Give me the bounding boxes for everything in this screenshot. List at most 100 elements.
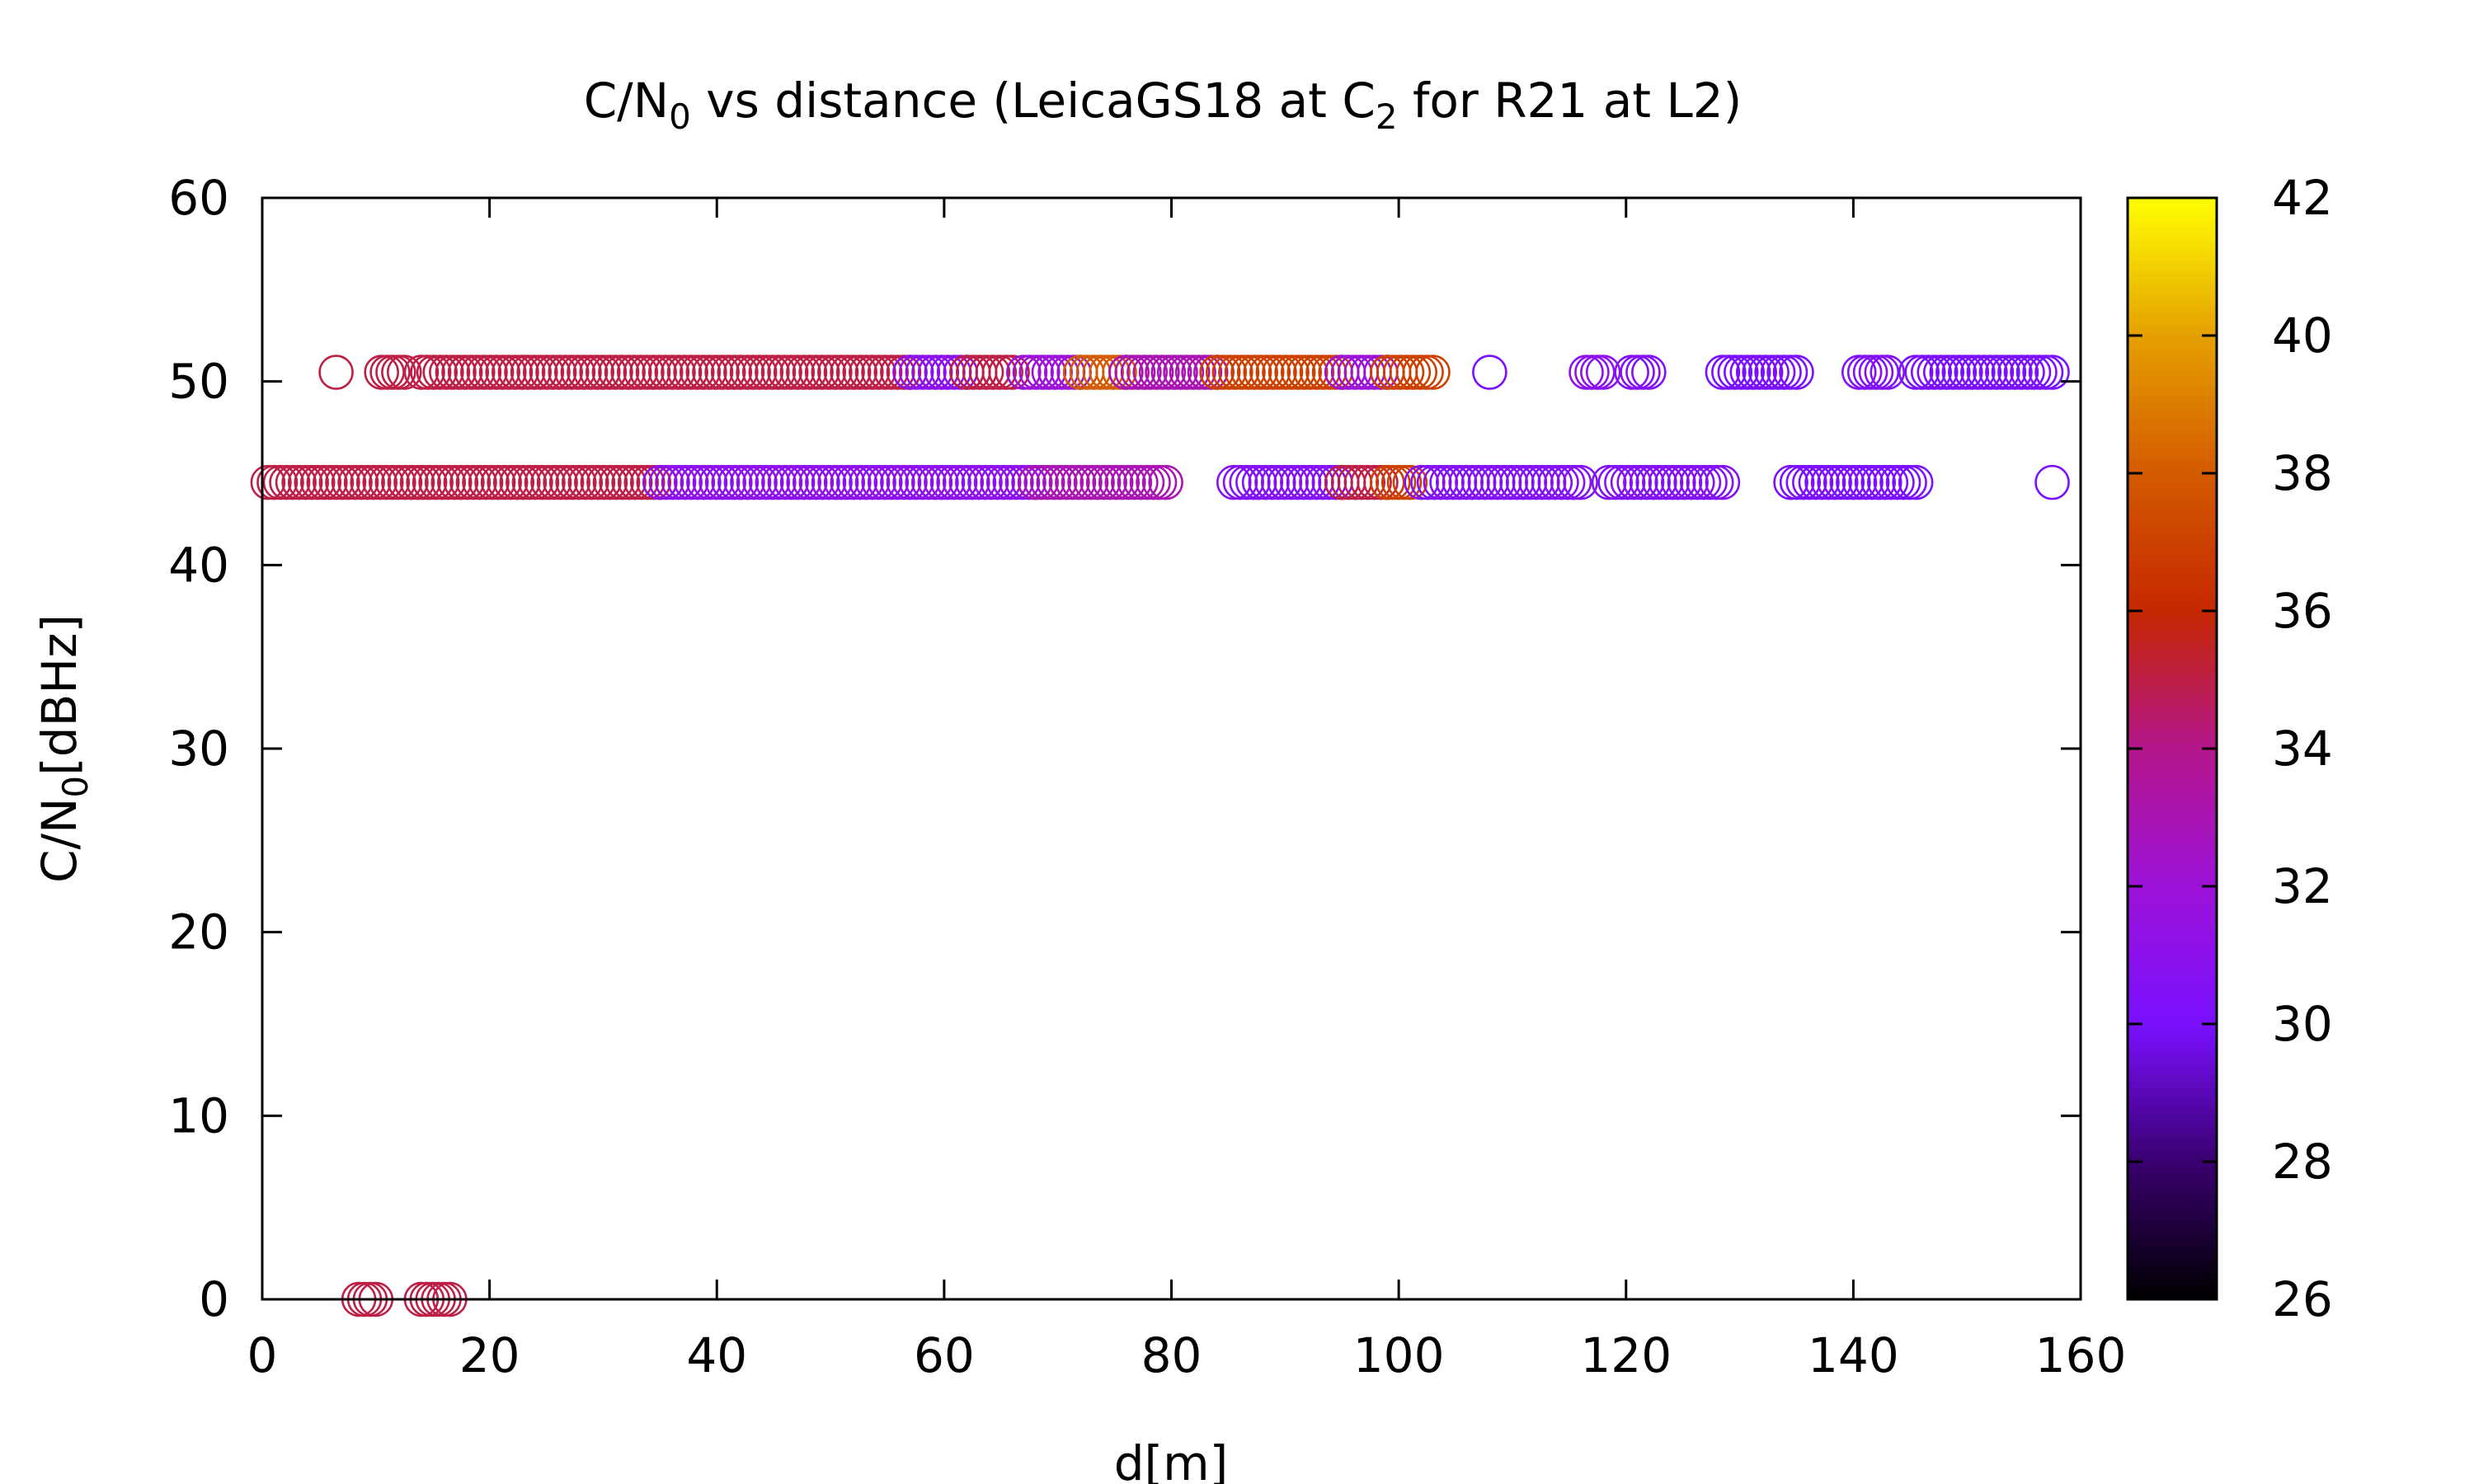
data-point <box>2003 355 2039 390</box>
data-point <box>1735 355 1771 390</box>
data-point <box>1435 464 1471 500</box>
data-point <box>1870 355 1906 390</box>
data-point <box>504 355 539 390</box>
data-point <box>1635 464 1671 500</box>
data-point <box>1111 464 1146 500</box>
data-point <box>873 355 910 390</box>
data-point <box>466 355 502 390</box>
data-point <box>1892 464 1927 500</box>
data-point <box>975 355 1011 390</box>
data-point <box>543 464 578 500</box>
data-point <box>436 464 473 500</box>
data-point <box>730 464 765 500</box>
data-point <box>773 355 809 390</box>
data-point <box>667 464 703 500</box>
x-axis: 0 20 40 60 80 100 120 140 160 <box>247 198 2127 1383</box>
data-point <box>1292 464 1329 500</box>
data-point <box>917 464 953 500</box>
data-point <box>1544 464 1579 500</box>
data-point <box>648 464 684 500</box>
data-point <box>1537 464 1573 500</box>
data-point <box>1350 464 1386 500</box>
data-point <box>1499 464 1535 500</box>
data-point <box>449 464 485 500</box>
data-point <box>642 355 677 390</box>
data-point <box>1343 464 1380 500</box>
data-point <box>1286 464 1322 500</box>
data-point <box>1486 464 1522 500</box>
data-point <box>1192 355 1229 390</box>
data-point <box>548 464 585 500</box>
data-point <box>988 355 1023 390</box>
data-point <box>561 464 597 500</box>
y-tick-label: 10 <box>168 1087 229 1144</box>
data-point <box>961 464 997 500</box>
data-point <box>1654 464 1690 500</box>
colorbar-axis: 26 28 30 32 34 36 38 40 42 <box>2128 170 2333 1327</box>
data-point <box>412 464 448 500</box>
data-point <box>817 355 853 390</box>
data-point <box>779 464 816 500</box>
data-point <box>480 464 516 500</box>
data-point <box>1224 355 1260 390</box>
data-point <box>623 355 659 390</box>
data-point <box>281 464 317 500</box>
data-point <box>1629 464 1665 500</box>
data-point <box>774 464 809 500</box>
data-point <box>2034 355 2070 390</box>
data-point <box>1293 355 1329 390</box>
data-point <box>1966 355 2002 390</box>
data-point <box>387 464 423 500</box>
data-point <box>767 355 802 390</box>
data-point <box>1089 355 1125 390</box>
data-point <box>1917 355 1953 390</box>
data-point <box>723 355 759 390</box>
data-point <box>666 355 703 390</box>
colorbar-tick-label: 34 <box>2272 721 2333 777</box>
x-tick-label: 100 <box>1353 1327 1445 1383</box>
data-point <box>1117 464 1153 500</box>
data-point <box>680 464 716 500</box>
data-point <box>416 355 452 390</box>
data-point <box>1018 355 1054 390</box>
data-point <box>1754 355 1790 390</box>
data-point <box>548 355 583 390</box>
data-point <box>1079 464 1115 500</box>
data-point <box>1442 464 1478 500</box>
data-point <box>1108 355 1144 390</box>
data-point <box>811 355 847 390</box>
data-point <box>1129 464 1165 500</box>
data-point <box>661 464 697 500</box>
data-point <box>673 355 708 390</box>
data-point <box>485 355 521 390</box>
data-point <box>1150 355 1187 390</box>
data-point <box>604 464 641 500</box>
data-point <box>655 464 690 500</box>
colorbar-tick-label: 28 <box>2272 1134 2333 1190</box>
y-tick-label: 60 <box>168 170 229 226</box>
data-point <box>1055 464 1090 500</box>
data-point <box>586 464 622 500</box>
data-point <box>275 464 311 500</box>
data-point <box>381 464 416 500</box>
data-point <box>1241 464 1277 500</box>
data-point <box>823 464 859 500</box>
data-point <box>736 464 772 500</box>
data-point <box>736 355 771 390</box>
data-point <box>830 464 866 500</box>
data-point <box>1395 355 1432 390</box>
data-point <box>1102 355 1137 390</box>
data-point <box>1448 464 1484 500</box>
data-point <box>999 464 1034 500</box>
data-point <box>861 464 896 500</box>
data-point <box>1455 464 1490 500</box>
data-point <box>1960 355 1996 390</box>
data-point <box>760 355 797 390</box>
data-point <box>811 464 847 500</box>
data-point <box>948 464 985 500</box>
data-point <box>1873 464 1909 500</box>
data-point <box>1686 464 1722 500</box>
data-point <box>1898 355 1934 390</box>
data-point <box>1222 464 1258 500</box>
x-tick-label: 160 <box>2035 1327 2127 1383</box>
